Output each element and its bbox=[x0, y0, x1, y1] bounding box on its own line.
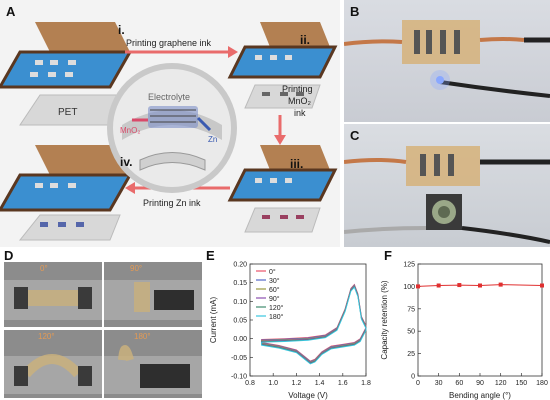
y-tick-label: 50 bbox=[407, 329, 415, 336]
y-tick-label: 0.05 bbox=[233, 318, 247, 325]
arrow-mno2-label-3: ink bbox=[294, 108, 306, 118]
panel-label-b: B bbox=[350, 4, 360, 19]
printed-film-iii bbox=[244, 207, 321, 233]
x-tick-label: 1.6 bbox=[338, 380, 348, 387]
panel-d-photo-0deg: 0° bbox=[4, 262, 102, 327]
y-axis-label: Capacity retention (%) bbox=[380, 280, 389, 359]
panel-d-photo-120deg: 120° bbox=[4, 330, 102, 398]
cv-chart: 0.8 1.0 1.2 1.4 1.6 1.8 -0.10 -0.05 0.00 0.05 0.10… bbox=[209, 262, 371, 400]
data-point-4 bbox=[498, 282, 503, 287]
step-ii-label: ii. bbox=[300, 33, 310, 47]
legend-label-5: 180° bbox=[269, 313, 284, 321]
step-iii-label: iii. bbox=[290, 157, 303, 171]
screen-ii bbox=[227, 22, 338, 79]
angle-0-label: 0° bbox=[40, 264, 48, 273]
x-axis-label: Voltage (V) bbox=[288, 391, 328, 400]
printed-film-iv bbox=[18, 214, 121, 241]
x-tick-label: 150 bbox=[515, 380, 527, 387]
cv-curve-5 bbox=[261, 286, 367, 365]
legend-label-4: 120° bbox=[269, 304, 284, 312]
x-tick-label: 180 bbox=[536, 380, 548, 387]
angle-180-label: 180° bbox=[134, 332, 151, 341]
angle-90-label: 90° bbox=[130, 264, 143, 273]
x-tick-label: 0 bbox=[416, 380, 420, 387]
x-axis-label: Bending angle (°) bbox=[449, 391, 511, 400]
plot-frame bbox=[417, 263, 543, 377]
y-tick-label: 0.10 bbox=[233, 299, 247, 306]
x-tick-label: 1.4 bbox=[315, 380, 325, 387]
arrow-graphene bbox=[125, 46, 238, 58]
y-tick-label: 75 bbox=[407, 306, 415, 313]
screen-iv bbox=[0, 145, 133, 212]
data-point-0 bbox=[416, 284, 420, 289]
panel-b-photo bbox=[344, 0, 550, 122]
x-tick-label: 30 bbox=[435, 380, 443, 387]
panel-c-photo bbox=[344, 124, 550, 247]
electrolyte-label: Electrolyte bbox=[148, 92, 190, 102]
panel-label-a: A bbox=[6, 4, 16, 19]
arrow-mno2 bbox=[274, 115, 286, 145]
schematic-drawing: PET bbox=[0, 22, 338, 241]
y-tick-label: 0.15 bbox=[233, 280, 247, 287]
zn-label: Zn bbox=[208, 135, 217, 144]
x-tick-label: 1.0 bbox=[268, 380, 278, 387]
mno2-label: MnO₂ bbox=[120, 126, 140, 135]
step-i-label: i. bbox=[118, 23, 125, 37]
panel-a-schematic: PET bbox=[0, 0, 340, 247]
legend-label-0: 0° bbox=[269, 268, 276, 276]
data-point-1 bbox=[436, 283, 441, 288]
panel-label-e: E bbox=[206, 248, 215, 263]
x-tick-label: 60 bbox=[455, 380, 463, 387]
arrow-zn-label: Printing Zn ink bbox=[143, 198, 201, 208]
x-tick-label: 1.2 bbox=[292, 380, 302, 387]
x-tick-label: 90 bbox=[476, 380, 484, 387]
step-iv-label: iv. bbox=[120, 155, 132, 169]
arrow-graphene-label: Printing graphene ink bbox=[126, 38, 212, 48]
pet-label: PET bbox=[58, 107, 77, 118]
arrow-mno2-label-1: Printing bbox=[282, 84, 313, 94]
screen-iii bbox=[227, 145, 338, 202]
y-tick-label: 0 bbox=[411, 374, 415, 381]
y-tick-label: 25 bbox=[407, 351, 415, 358]
data-point-2 bbox=[457, 283, 462, 288]
x-tick-label: 1.8 bbox=[361, 380, 371, 387]
printed-film-ii bbox=[244, 84, 321, 109]
x-tick-label: 120 bbox=[495, 380, 507, 387]
screen-i bbox=[0, 22, 133, 89]
y-axis-label: Current (mA) bbox=[209, 297, 218, 344]
y-tick-label: 100 bbox=[403, 284, 415, 291]
panel-label-d: D bbox=[4, 248, 14, 263]
data-point-3 bbox=[478, 283, 482, 288]
panel-label-f: F bbox=[384, 248, 392, 263]
arrow-mno2-label-2: MnO₂ bbox=[288, 96, 312, 106]
retention-line bbox=[417, 284, 543, 287]
legend-label-3: 90° bbox=[269, 295, 280, 303]
angle-120-label: 120° bbox=[38, 332, 55, 341]
y-tick-label: -0.10 bbox=[231, 374, 247, 381]
panel-d-photo-180deg: 180° bbox=[104, 330, 202, 398]
x-tick-label: 0.8 bbox=[245, 380, 255, 387]
y-tick-label: 0.00 bbox=[233, 336, 247, 343]
panel-d-photo-90deg: 90° bbox=[104, 262, 202, 327]
y-tick-label: 0.20 bbox=[233, 262, 247, 269]
legend-label-2: 60° bbox=[269, 286, 280, 294]
legend-label-1: 30° bbox=[269, 277, 280, 285]
y-tick-label: -0.05 bbox=[231, 355, 247, 362]
retention-chart: 0 30 60 90 120 150 180 0 25 50 75 100 125 Bending ang… bbox=[380, 262, 548, 400]
panel-label-c: C bbox=[350, 128, 360, 143]
y-tick-label: 125 bbox=[403, 262, 415, 269]
data-point-5 bbox=[540, 283, 544, 288]
